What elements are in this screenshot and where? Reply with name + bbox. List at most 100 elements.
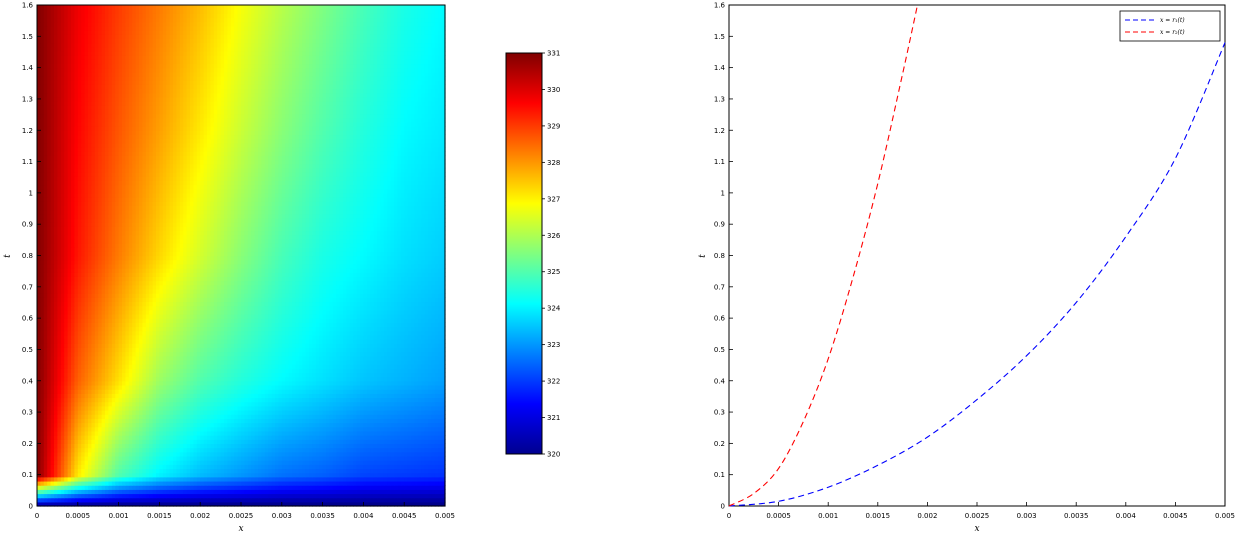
heatmap-cell (387, 414, 392, 419)
heatmap-cell (366, 497, 371, 503)
heatmap-cell (122, 439, 126, 444)
heatmap-cell (64, 401, 69, 407)
heatmap-cell (373, 422, 378, 428)
heatmap-cell (43, 439, 48, 444)
heatmap-cell (373, 439, 378, 444)
heatmap-cell (47, 464, 52, 470)
heatmap-cell (176, 472, 181, 478)
heatmap-cell (390, 472, 395, 478)
heatmap-cell (162, 401, 167, 407)
heatmap-cell (309, 493, 313, 499)
heatmap-cell (210, 355, 215, 361)
heatmap-cell (94, 451, 99, 457)
heatmap-cell (43, 493, 48, 499)
heatmap-cell (438, 464, 443, 470)
heatmap-cell (373, 455, 378, 461)
heatmap-cell (159, 330, 164, 336)
heatmap-cell (390, 485, 395, 490)
heatmap-cell (339, 501, 344, 507)
heatmap-cell (251, 497, 256, 503)
heatmap-cell (383, 501, 388, 507)
heatmap-cell (176, 364, 181, 369)
heatmap-cell (91, 501, 96, 507)
heatmap-cell (224, 422, 228, 428)
heatmap-cell (244, 364, 249, 369)
heatmap-cell (264, 389, 269, 394)
heatmap-cell (64, 426, 69, 432)
heatmap-cell (366, 359, 371, 365)
heatmap-cell (434, 355, 439, 361)
heatmap-cell (264, 451, 269, 457)
heatmap-cell (98, 451, 103, 457)
heatmap-cell (251, 368, 256, 373)
heatmap-cell (135, 435, 140, 440)
heatmap-cell (94, 476, 99, 482)
heatmap-cell (237, 485, 242, 490)
heatmap-cell (74, 501, 79, 507)
heatmap-cell (234, 447, 239, 453)
heatmap-cell (43, 405, 48, 411)
heatmap-cell (135, 489, 140, 495)
heatmap-cell (47, 472, 52, 478)
heatmap-cell (81, 401, 86, 407)
heatmap-cell (166, 439, 171, 444)
heatmap-cell (224, 439, 228, 444)
heatmap-cell (387, 451, 392, 457)
heatmap-cell (322, 414, 327, 419)
heatmap-cell (414, 493, 419, 499)
heatmap-cell (346, 464, 351, 470)
heatmap-cell (336, 435, 341, 440)
heatmap-cell (394, 401, 398, 407)
heatmap-cell (101, 468, 106, 474)
heatmap-cell (173, 497, 177, 503)
heatmap-cell (220, 401, 225, 407)
heatmap-cell (400, 393, 405, 399)
heatmap-cell (193, 339, 198, 344)
heatmap-cell (383, 401, 388, 407)
heatmap-cell (431, 426, 436, 432)
heatmap-cell (57, 493, 62, 499)
heatmap-cell (349, 334, 354, 340)
heatmap-cell (414, 447, 419, 453)
heatmap-cell (166, 401, 171, 407)
heatmap-field (37, 5, 446, 507)
heatmap-cell (169, 468, 174, 474)
heatmap-cell (397, 476, 402, 482)
heatmap-cell (377, 501, 381, 507)
heatmap-cell (285, 422, 290, 428)
heatmap-cell (152, 489, 157, 495)
heatmap-cell (322, 489, 327, 495)
heatmap-cell (421, 472, 426, 478)
heatmap-cell (377, 418, 381, 424)
heatmap-cell (326, 460, 330, 465)
heatmap-cell (179, 472, 184, 478)
heatmap-cell (183, 472, 188, 478)
heatmap-cell (224, 501, 228, 507)
heatmap-cell (434, 439, 439, 444)
heatmap-cell (237, 468, 242, 474)
heatmap-cell (312, 460, 317, 465)
heatmap-cell (285, 464, 290, 470)
heatmap-cell (149, 480, 154, 486)
heatmap-cell (108, 409, 113, 415)
heatmap-cell (305, 497, 310, 503)
heatmap-cell (397, 384, 402, 390)
heatmap-cell (217, 451, 222, 457)
heatmap-cell (142, 389, 147, 394)
heatmap-cell (326, 384, 330, 390)
heatmap-cell (360, 493, 364, 499)
heatmap-cell (142, 334, 147, 340)
heatmap-cell (343, 401, 347, 407)
heatmap-cell (380, 480, 385, 486)
heatmap-cell (346, 472, 351, 478)
heatmap-cell (275, 401, 279, 407)
heatmap-cell (363, 480, 368, 486)
heatmap-cell (220, 447, 225, 453)
heatmap-cell (169, 460, 174, 465)
heatmap-cell (237, 389, 242, 394)
heatmap-cell (336, 455, 341, 461)
heatmap-cell (397, 401, 402, 407)
heatmap-cell (268, 435, 273, 440)
heatmap-cell (142, 455, 147, 461)
heatmap-cell (373, 497, 378, 503)
